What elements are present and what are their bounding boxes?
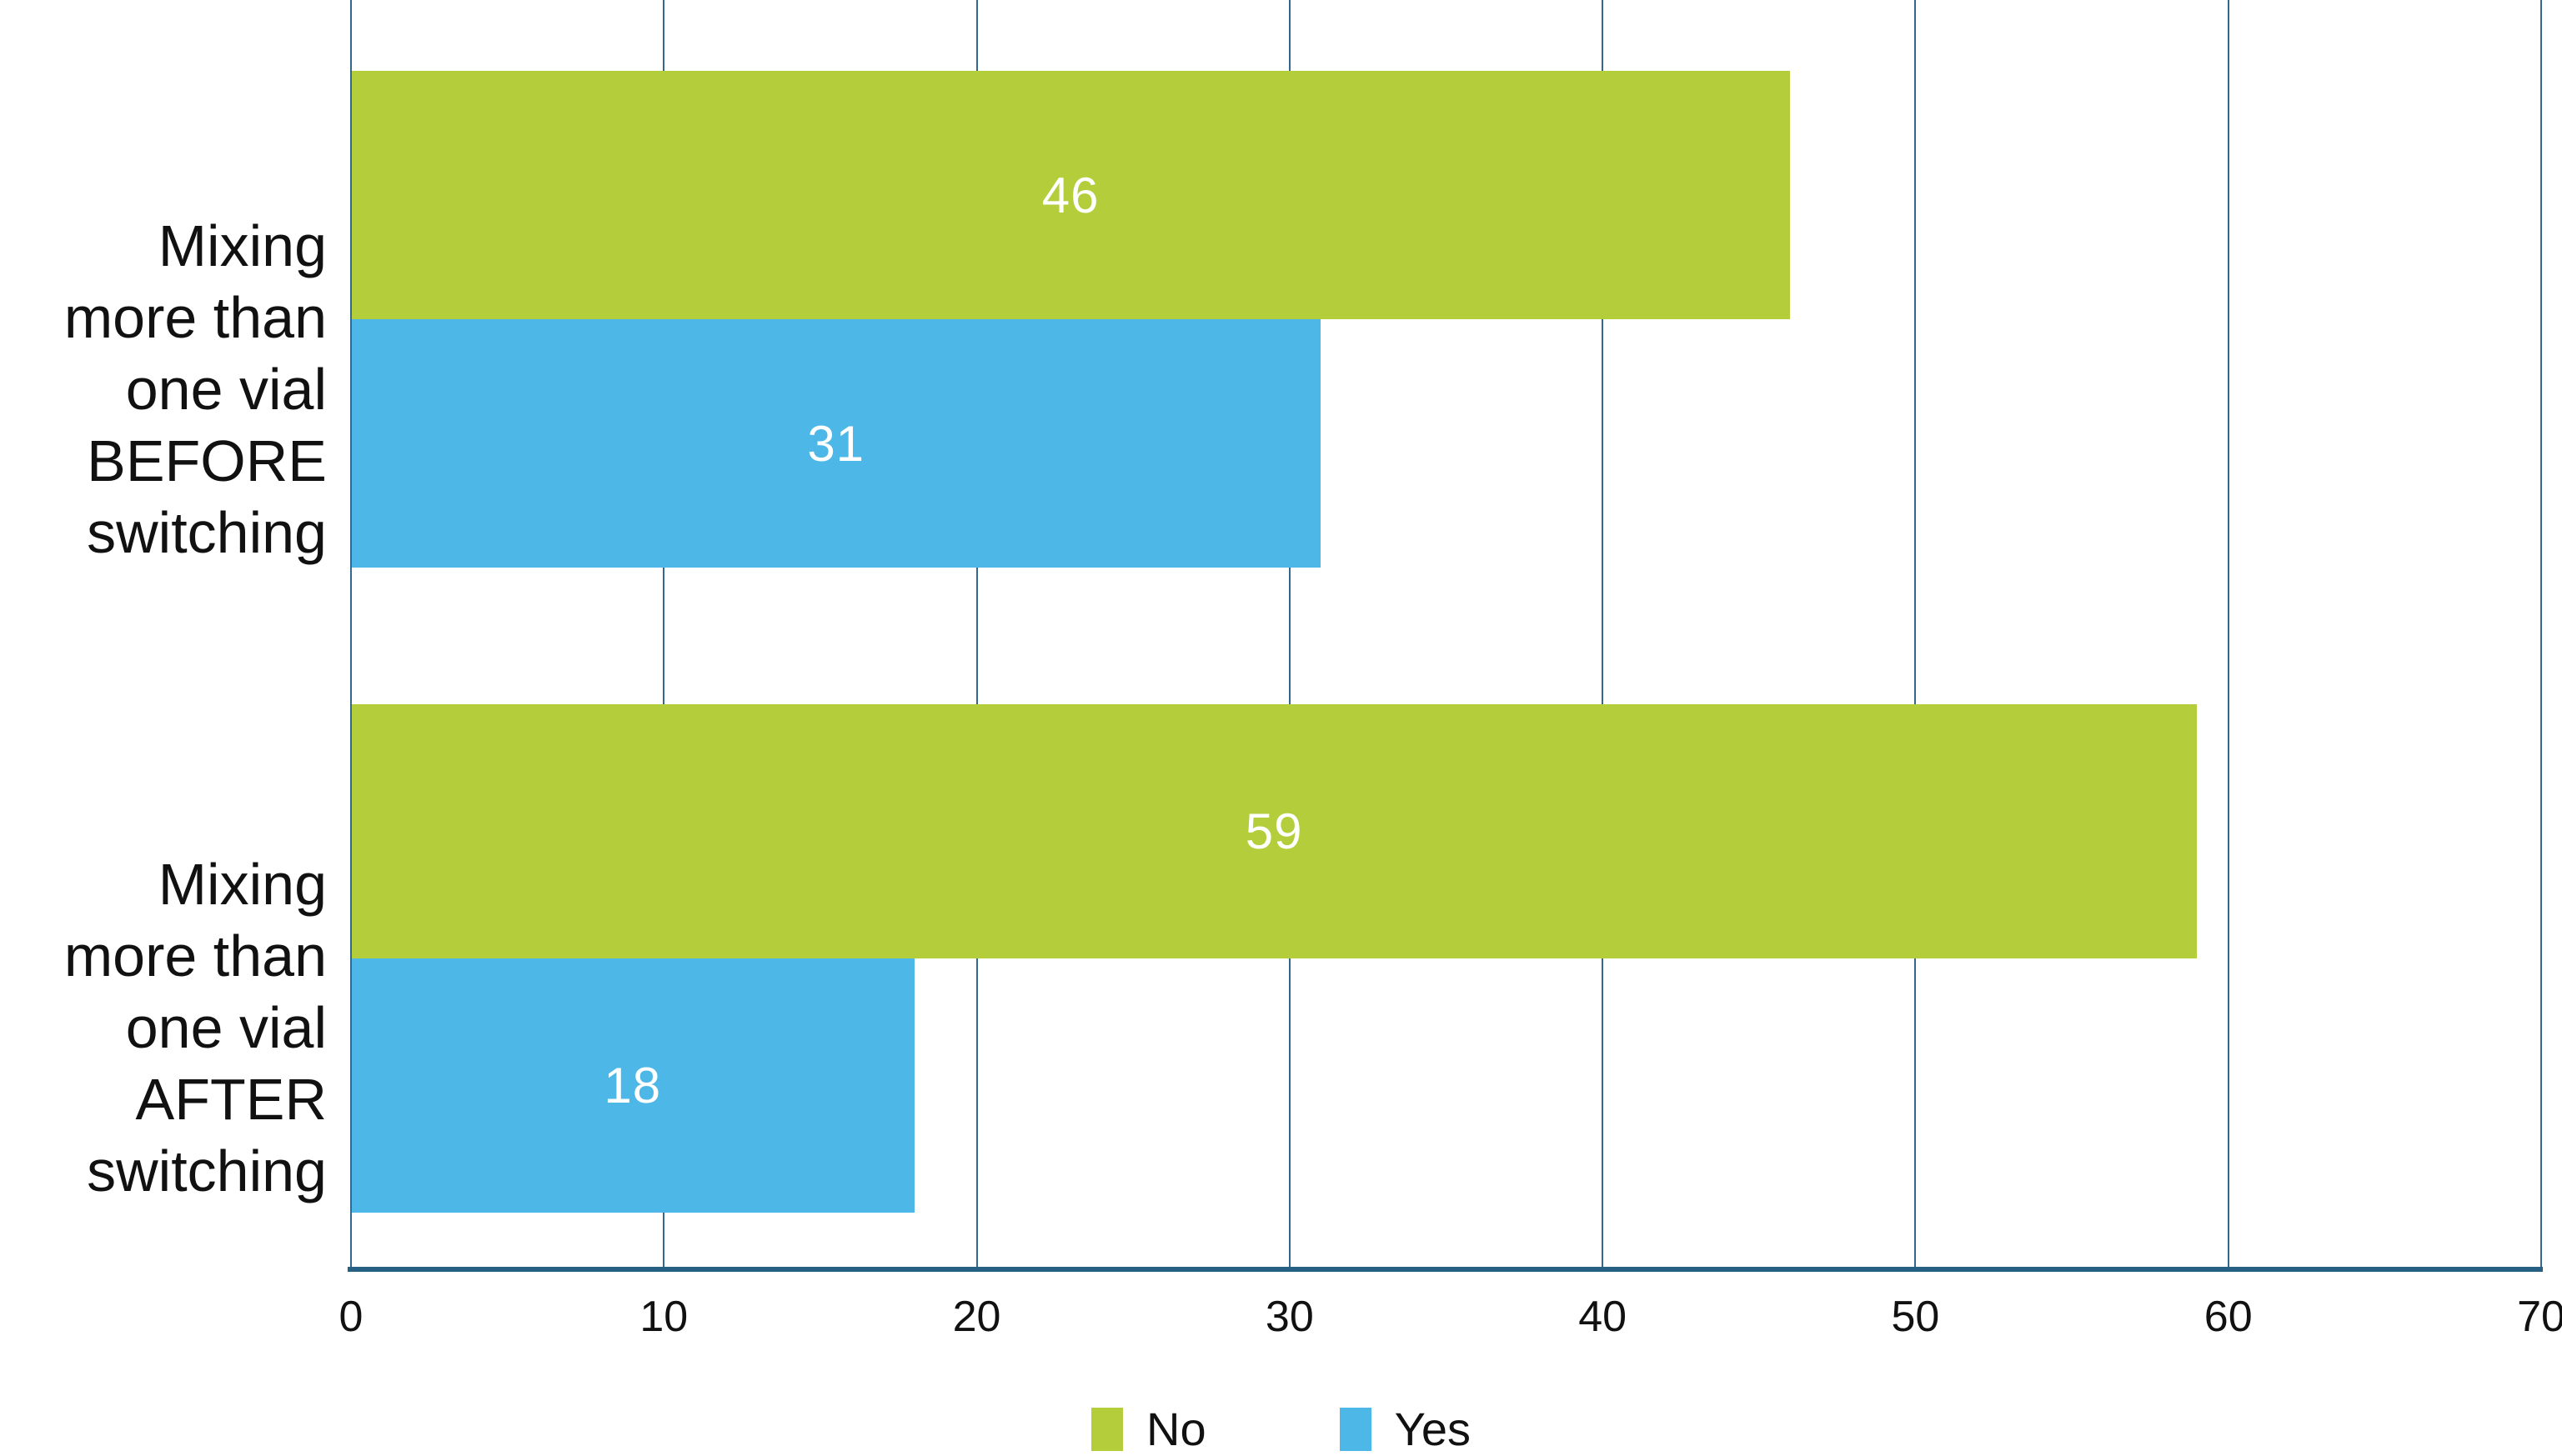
- x-tick-label-40: 40: [1578, 1293, 1627, 1341]
- legend-label-yes: Yes: [1394, 1403, 1471, 1455]
- bar-value-label: 59: [1245, 803, 1303, 859]
- bar-yes-before: 31: [351, 319, 1321, 568]
- x-axis-ticks: 0 10 20 30 40 50 60 70: [339, 1292, 2562, 1350]
- x-axis-line: [348, 1267, 2543, 1272]
- x-tick-label-0: 0: [338, 1293, 363, 1341]
- legend-item-yes: Yes: [1339, 1402, 1471, 1456]
- category-label-line: one vial: [125, 995, 327, 1060]
- gridline-50: [1914, 0, 1917, 1267]
- gridline-30: [1288, 0, 1291, 1267]
- legend-label-no: No: [1146, 1403, 1206, 1455]
- category-label-line: switching: [87, 500, 327, 565]
- bar-no-after: 59: [351, 704, 2198, 958]
- legend-item-no: No: [1091, 1402, 1206, 1456]
- bar-value-label: 31: [807, 415, 865, 472]
- x-tick-label-60: 60: [2204, 1293, 2253, 1341]
- category-label-line: more than: [63, 923, 327, 988]
- category-label-line: Mixing: [158, 852, 327, 917]
- bar-no-before: 46: [351, 71, 1791, 319]
- legend-swatch-no: [1091, 1407, 1124, 1451]
- category-label-line: Mixing: [158, 213, 327, 278]
- category-label-before: Mixing more than one vial BEFORE switchi…: [0, 210, 327, 568]
- category-label-line: one vial: [125, 357, 327, 422]
- gridline-20: [975, 0, 978, 1267]
- x-tick-label-10: 10: [639, 1293, 689, 1341]
- legend-swatch-yes: [1339, 1407, 1371, 1451]
- gridline-60: [2227, 0, 2229, 1267]
- category-label-line: more than: [63, 285, 327, 350]
- category-label-line: switching: [87, 1138, 327, 1203]
- gridline-0: [350, 0, 352, 1267]
- bar-value-label: 18: [604, 1058, 662, 1113]
- x-tick-label-50: 50: [1891, 1293, 1940, 1341]
- category-label-after: Mixing more than one vial AFTER switchin…: [0, 848, 327, 1207]
- gridline-70: [2540, 0, 2542, 1267]
- x-tick-label-70: 70: [2517, 1293, 2562, 1341]
- category-label-line: BEFORE: [87, 428, 327, 493]
- x-tick-label-20: 20: [952, 1293, 1001, 1341]
- category-label-line: AFTER: [135, 1067, 327, 1132]
- bar-yes-after: 18: [351, 958, 915, 1213]
- gridline-10: [663, 0, 665, 1267]
- plot-area: 46 31 59 18: [350, 0, 2542, 1267]
- legend: No Yes: [0, 1402, 2562, 1456]
- gridline-40: [1602, 0, 1604, 1267]
- bar-value-label: 46: [1041, 167, 1100, 223]
- x-tick-label-30: 30: [1265, 1293, 1314, 1341]
